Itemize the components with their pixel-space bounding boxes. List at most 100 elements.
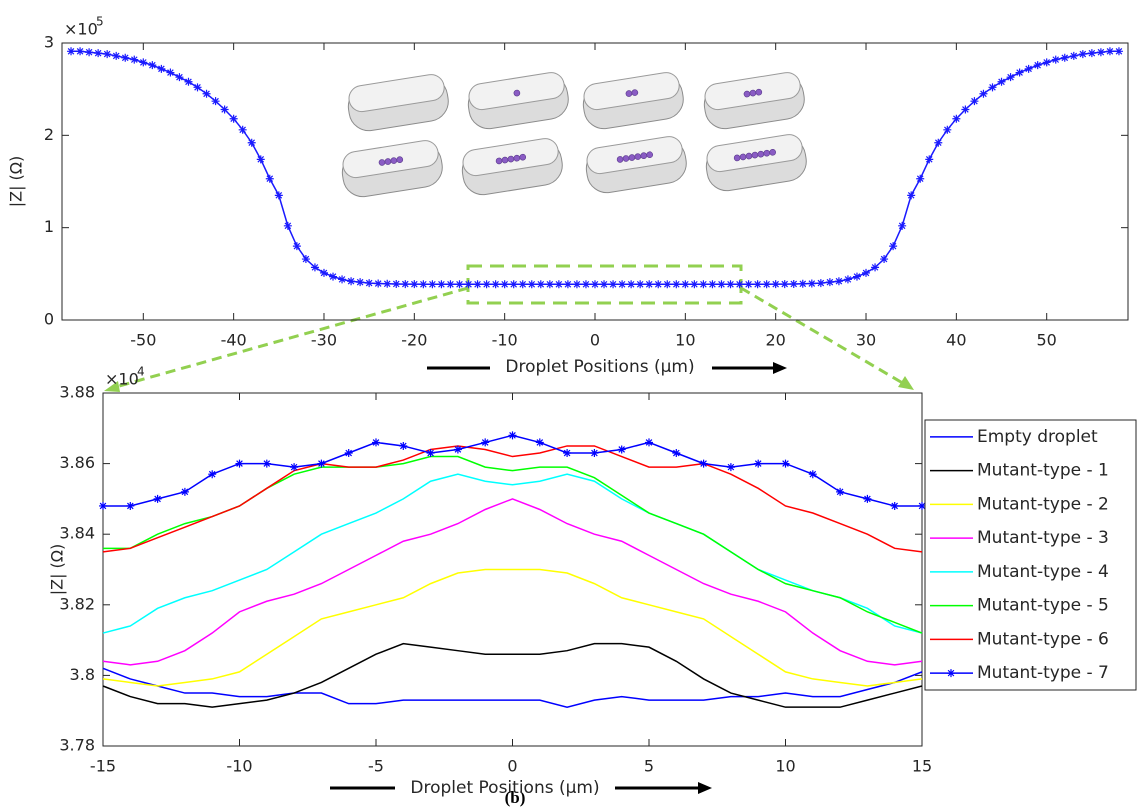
star-marker <box>482 280 491 289</box>
y-tick-label: 0 <box>44 310 54 329</box>
capsule-top <box>342 140 439 179</box>
star-marker <box>208 470 217 479</box>
star-marker <box>372 438 380 447</box>
star-marker <box>617 445 626 454</box>
star-marker <box>717 280 726 289</box>
star-marker <box>344 449 353 458</box>
star-marker <box>428 280 437 289</box>
star-marker <box>735 280 744 289</box>
star-marker <box>789 279 798 288</box>
star-marker <box>581 280 590 289</box>
arrow-head <box>698 782 712 794</box>
star-marker <box>508 431 517 440</box>
star-marker <box>771 280 780 289</box>
x-tick-label: 5 <box>644 757 654 776</box>
star-marker <box>843 275 852 284</box>
star-marker <box>1114 47 1123 56</box>
star-marker <box>825 278 834 287</box>
star-marker <box>699 459 708 468</box>
y-tick-label: 3 <box>44 33 54 52</box>
capsules <box>341 72 807 198</box>
star-marker <box>1051 55 1060 64</box>
star-marker <box>238 125 247 134</box>
star-marker <box>781 459 790 468</box>
x-tick-label: -10 <box>226 757 252 776</box>
star-marker <box>627 280 636 289</box>
y-tick-label: 3.86 <box>59 453 95 472</box>
x-tick-label: 20 <box>765 331 785 350</box>
star-marker <box>426 449 435 458</box>
capsule <box>467 72 569 130</box>
star-marker <box>229 114 238 123</box>
y-tick-label: 3.82 <box>59 594 95 613</box>
star-marker <box>834 277 843 286</box>
star-marker <box>464 280 473 289</box>
star-marker <box>292 242 301 251</box>
star-marker <box>545 280 554 289</box>
star-marker <box>211 97 220 106</box>
star-marker <box>563 280 572 289</box>
star-marker <box>889 242 898 251</box>
y-multiplier-exponent: 5 <box>96 15 104 29</box>
capsule-top <box>586 136 683 175</box>
star-marker <box>193 83 202 92</box>
star-marker <box>1024 64 1033 73</box>
star-marker <box>500 280 509 289</box>
y-multiplier-exponent: 4 <box>137 365 145 379</box>
star-marker <box>654 280 663 289</box>
x-tick-label: -10 <box>492 331 518 350</box>
star-marker <box>708 280 717 289</box>
star-marker <box>76 47 85 56</box>
x-tick-label: 10 <box>675 331 695 350</box>
star-marker <box>726 463 735 472</box>
particle <box>755 88 763 96</box>
star-marker <box>103 50 112 59</box>
x-tick-label: -5 <box>368 757 384 776</box>
star-marker <box>148 61 157 70</box>
star-marker <box>808 470 817 479</box>
star-marker <box>85 48 94 57</box>
star-marker <box>383 279 392 288</box>
star-marker <box>618 280 627 289</box>
star-marker <box>329 272 338 281</box>
series-line <box>102 498 923 666</box>
star-marker <box>979 89 988 98</box>
star-marker <box>509 280 518 289</box>
star-marker <box>681 280 690 289</box>
legend-label: Empty droplet <box>977 427 1098 447</box>
x-tick-label: 0 <box>590 331 600 350</box>
star-marker <box>672 449 681 458</box>
star-marker <box>290 463 299 472</box>
capsule-top <box>583 72 680 111</box>
star-marker <box>491 280 500 289</box>
star-marker <box>94 49 103 58</box>
star-marker <box>392 279 401 288</box>
x-tick-label: -20 <box>401 331 427 350</box>
star-marker <box>130 55 139 64</box>
star-marker <box>952 114 961 123</box>
capsule <box>341 140 443 198</box>
star-marker <box>925 155 934 164</box>
star-marker <box>726 280 735 289</box>
star-marker <box>672 280 681 289</box>
star-marker <box>898 221 907 230</box>
star-marker <box>907 191 916 200</box>
star-marker <box>153 494 162 503</box>
star-marker <box>256 155 265 164</box>
star-marker <box>374 279 383 288</box>
star-marker <box>356 278 365 287</box>
particle <box>519 153 527 161</box>
star-marker <box>988 83 997 92</box>
capsule <box>461 138 563 196</box>
star-marker <box>399 441 408 450</box>
star-marker <box>816 279 825 288</box>
legend-label: Mutant-type - 4 <box>977 562 1109 582</box>
figure-label: (b) <box>505 788 526 807</box>
star-marker <box>600 280 609 289</box>
star-marker <box>1105 47 1114 56</box>
star-marker <box>997 77 1006 86</box>
star-marker <box>1033 61 1042 70</box>
x-tick-label: -15 <box>90 757 116 776</box>
star-marker <box>852 272 861 281</box>
